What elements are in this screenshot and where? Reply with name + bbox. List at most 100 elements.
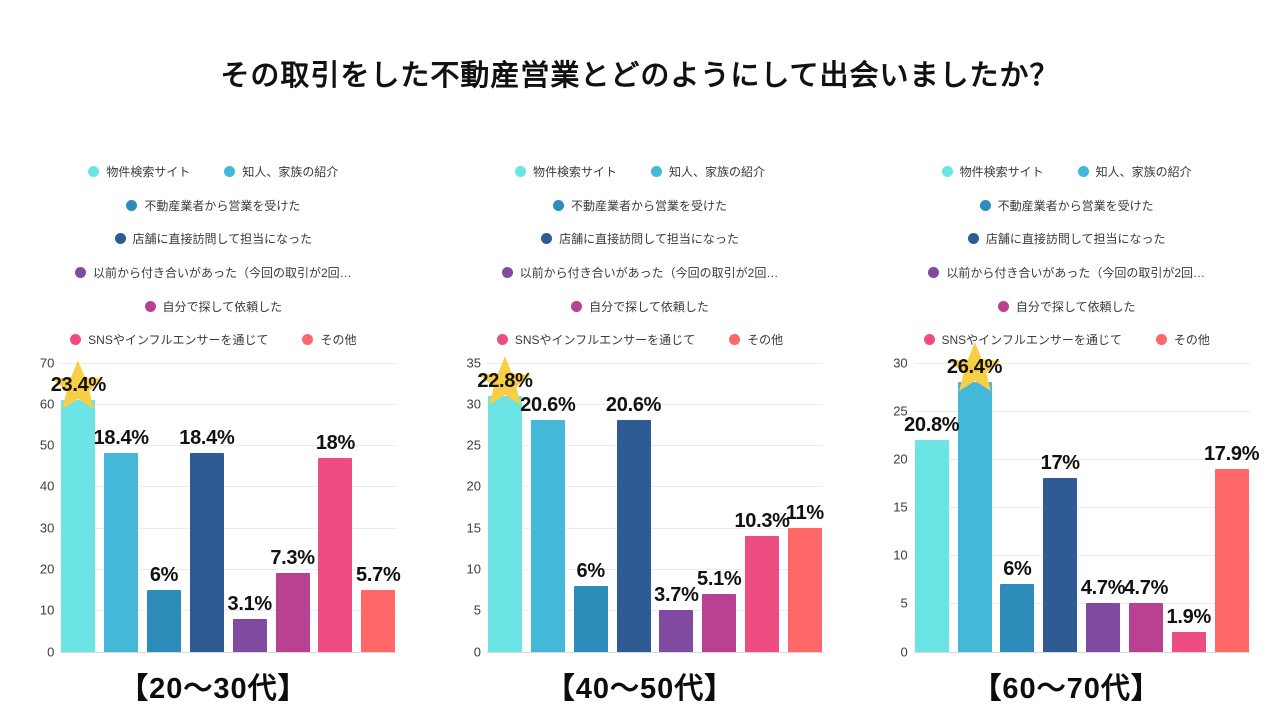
- y-axis-tick: 20: [39, 561, 55, 577]
- bar: 18.4%: [94, 427, 149, 652]
- bar: 18%: [316, 432, 355, 652]
- legend-item: 不動産業者から営業を受けた: [552, 197, 727, 214]
- plot-wrap: 0 5 10 15 20 25 30 35 22.8% 20.6% 6% 20.6% 3.7% 5.1% 1…: [457, 355, 824, 658]
- legend-item: 知人、家族の紹介: [1077, 163, 1192, 180]
- star-icon: [52, 359, 105, 409]
- legend-label: 店舗に直接訪問して担当になった: [985, 232, 1166, 247]
- y-axis-tick: 30: [893, 355, 908, 371]
- legend-label: 物件検索サイト: [106, 165, 191, 180]
- bar-slot: 6%: [1000, 363, 1035, 652]
- bar: 11%: [786, 502, 824, 652]
- y-axis-tick: 10: [893, 547, 908, 563]
- legend-item: 物件検索サイト: [941, 163, 1044, 180]
- y-axis-tick: 25: [466, 437, 481, 453]
- legend-dot-icon: [1077, 166, 1089, 178]
- legend-item: SNSやインフルエンサーを通じて: [70, 331, 268, 348]
- bar-slot: 3.7%: [654, 363, 699, 652]
- gridline: [913, 651, 1250, 653]
- legend-label: 不動産業者から営業を受けた: [144, 198, 301, 213]
- bar-slot: 20.6%: [606, 363, 661, 652]
- legend-label: 店舗に直接訪問して担当になった: [559, 232, 739, 247]
- bar: 22.8%: [477, 355, 533, 652]
- legend-item: SNSやインフルエンサーを通じて: [923, 331, 1122, 348]
- gridline: [60, 362, 397, 364]
- gridline: [60, 568, 397, 570]
- bar-value-label: 17.9%: [1203, 442, 1260, 465]
- legend-dot-icon: [114, 233, 126, 245]
- bar-slot: 5.7%: [356, 363, 401, 652]
- legend-item: その他: [302, 331, 357, 348]
- legend-label: 知人、家族の紹介: [1095, 165, 1192, 180]
- bar: 1.9%: [1167, 606, 1211, 652]
- legend-row: 以前から付き合いがあった（今回の取引が2回…: [70, 256, 356, 290]
- charts-row: 物件検索サイト 知人、家族の紹介不動産業者から営業を受けた店舗に直接訪問して担当に…: [0, 155, 1280, 707]
- bar-value-label: 7.3%: [270, 547, 315, 570]
- legend-dot-icon: [979, 199, 991, 211]
- legend-item: 物件検索サイト: [88, 163, 190, 180]
- legend: 物件検索サイト 知人、家族の紹介 不動産業者から営業を受けた 店舗に直接訪問して担当に…: [70, 155, 357, 357]
- bar: 3.1%: [228, 593, 272, 652]
- legend-label: その他: [320, 333, 357, 348]
- legend-item: その他: [729, 331, 783, 348]
- legend-row: 自分で探して依頼した: [497, 289, 783, 323]
- bar-value-label: 4.7%: [1123, 577, 1169, 600]
- legend-dot-icon: [514, 166, 526, 178]
- gridline: [487, 486, 823, 488]
- legend-row: SNSやインフルエンサーを通じて その他: [496, 323, 783, 357]
- bar-slot: 18.4%: [94, 363, 149, 652]
- y-axis-tick: 5: [473, 602, 481, 618]
- gridline: [60, 651, 397, 653]
- bar-value-label: 6%: [149, 563, 179, 586]
- bar-value-label: 22.8%: [477, 369, 533, 392]
- bar: 6%: [147, 564, 182, 652]
- bar-slot: 11%: [786, 363, 824, 652]
- legend-item: 店舗に直接訪問して担当になった: [114, 230, 312, 247]
- bar-slot: 1.9%: [1167, 363, 1211, 652]
- legend-label: SNSやインフルエンサーを通じて: [941, 333, 1122, 348]
- bar-value-label: 17%: [1040, 452, 1080, 475]
- bar: 6%: [573, 560, 608, 652]
- chart-20-30: 物件検索サイト 知人、家族の紹介 不動産業者から営業を受けた 店舗に直接訪問して担当に…: [0, 155, 427, 707]
- legend-dot-icon: [541, 233, 553, 245]
- bar-value-label: 6%: [576, 559, 606, 582]
- gridline: [60, 445, 397, 447]
- y-axis-tick: 20: [893, 451, 908, 467]
- bar-slot: 20.6%: [520, 363, 576, 652]
- legend-dot-icon: [651, 166, 662, 178]
- bar-slot: 18.4%: [179, 363, 235, 652]
- legend: 物件検索サイト 知人、家族の紹介 不動産業者から営業を受けた 店舗に直接訪問して担当に…: [496, 155, 783, 357]
- bar: 17%: [1041, 452, 1080, 652]
- bar-value-label: 26.4%: [946, 355, 1003, 378]
- legend-label: 知人、家族の紹介: [669, 165, 766, 180]
- bar-value-label: 10.3%: [734, 509, 790, 532]
- gridline: [487, 610, 823, 612]
- gridline: [487, 568, 823, 570]
- legend-item: 自分で探して依頼した: [571, 298, 709, 315]
- legend-item: 店舗に直接訪問して担当になった: [967, 230, 1166, 247]
- y-axis-tick: 60: [39, 396, 55, 412]
- legend-dot-icon: [74, 267, 86, 279]
- legend-label: その他: [747, 333, 784, 348]
- bar: 7.3%: [270, 547, 315, 652]
- legend-dot-icon: [571, 300, 583, 312]
- legend-item: その他: [1155, 331, 1210, 348]
- y-axis-tick: 20: [466, 478, 481, 494]
- bar: 20.8%: [904, 414, 960, 652]
- bar-value-label: 18.4%: [179, 427, 235, 450]
- legend-dot-icon: [501, 267, 513, 279]
- legend-item: 不動産業者から営業を受けた: [979, 197, 1154, 214]
- bar-value-label: 23.4%: [50, 373, 107, 396]
- plot-area: 0 5 10 15 20 25 30 35 22.8% 20.6% 6% 20.6% 3.7% 5.1% 1…: [467, 355, 824, 658]
- legend-item: 店舗に直接訪問して担当になった: [541, 230, 739, 247]
- legend-row: SNSやインフルエンサーを通じて その他: [923, 323, 1210, 357]
- bar-value-label: 4.7%: [1080, 577, 1126, 600]
- gridline: [913, 507, 1250, 509]
- plot-wrap: 0 10 20 30 40 50 60 70 23.4% 18.4% 6% 18.4% 3.1% 7.3%…: [30, 356, 401, 658]
- y-axis-tick: 50: [39, 437, 55, 453]
- y-axis-tick: 40: [39, 478, 55, 494]
- bar-slot: 6%: [573, 363, 608, 652]
- bar-slot: 23.4%: [51, 359, 106, 652]
- bar: 23.4%: [51, 359, 106, 652]
- y-axis-tick: 35: [466, 355, 481, 371]
- legend-label: その他: [1173, 333, 1210, 348]
